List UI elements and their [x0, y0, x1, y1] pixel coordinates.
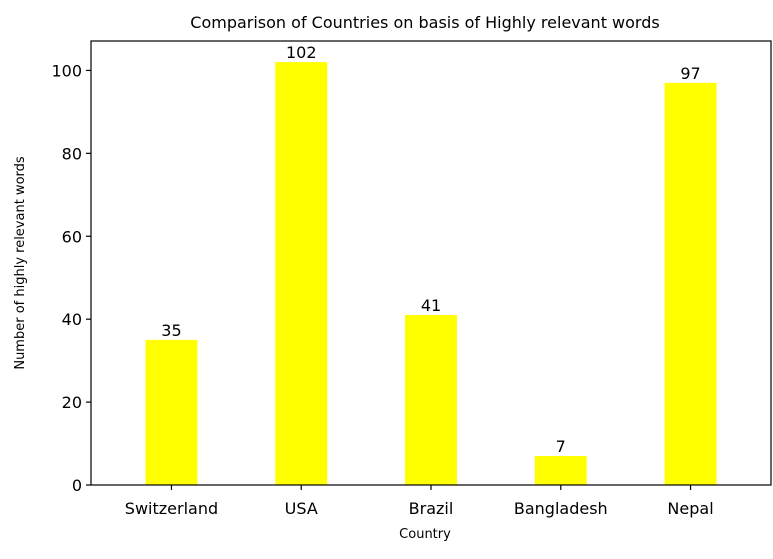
data-label-bangladesh: 7 [556, 437, 566, 456]
x-tick-label-brazil: Brazil [409, 499, 454, 518]
y-tick-label: 40 [62, 310, 82, 329]
y-tick-label: 100 [51, 61, 82, 80]
y-tick-label: 0 [72, 476, 82, 495]
data-label-nepal: 97 [680, 64, 700, 83]
bar-switzerland [145, 339, 198, 485]
axes-layer [86, 40, 772, 490]
x-tick-label-nepal: Nepal [667, 499, 713, 518]
bar-usa [275, 62, 328, 486]
bar-bangladesh [534, 455, 587, 485]
y-tick-label: 60 [62, 227, 82, 246]
x-tick-label-bangladesh: Bangladesh [514, 499, 608, 518]
y-tick-label: 20 [62, 393, 82, 412]
data-label-brazil: 41 [421, 296, 441, 315]
data-label-switzerland: 35 [161, 321, 181, 340]
bar-brazil [405, 315, 457, 485]
labels-layer: 35 102 41 7 97 0 20 40 60 80 100 Switzerland USA Braz… [51, 43, 713, 518]
bar-nepal [664, 82, 717, 485]
x-tick-label-switzerland: Switzerland [125, 499, 218, 518]
data-label-usa: 102 [286, 43, 317, 62]
bars-layer [145, 62, 717, 486]
y-tick-label: 80 [62, 144, 82, 163]
x-tick-label-usa: USA [285, 499, 318, 518]
x-axis-label: Country [399, 527, 451, 542]
y-axis-label: Number of highly relevant words [13, 156, 28, 370]
chart-title: Comparison of Countries on basis of High… [190, 13, 659, 32]
